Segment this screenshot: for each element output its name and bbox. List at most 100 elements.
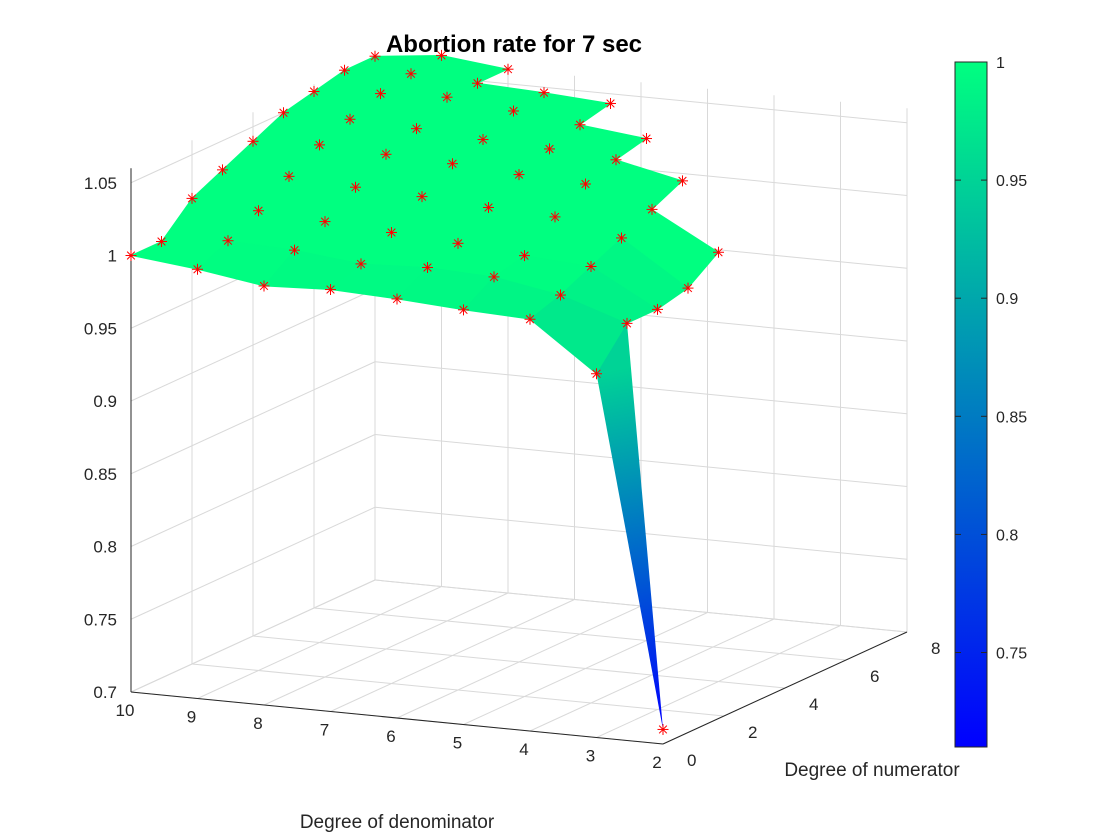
x-tick-label: 3 (586, 747, 595, 766)
y-axis-label: Degree of numerator (784, 760, 960, 781)
colorbar-tick-label: 1 (996, 55, 1005, 72)
data-marker (641, 133, 652, 145)
data-marker (283, 170, 295, 182)
data-marker (355, 258, 367, 270)
data-marker (549, 211, 561, 223)
data-marker (447, 158, 458, 170)
data-marker-stroke (309, 87, 319, 96)
floor-grid-line (313, 607, 847, 661)
z-tick-label: 0.85 (84, 465, 117, 484)
data-marker-stroke (642, 134, 651, 143)
data-marker (386, 226, 397, 238)
data-marker (472, 77, 483, 89)
data-marker-stroke (423, 263, 432, 272)
back-wall-grid-line (374, 361, 908, 415)
floor-grid-line (191, 663, 725, 717)
z-axis-ticks: 0.7 0.75 0.8 0.85 0.9 0.95 1 1.05 (84, 174, 117, 702)
data-marker-stroke (459, 305, 468, 315)
data-markers (125, 49, 724, 735)
x-tick-label: 9 (187, 708, 196, 727)
x-tick-label: 2 (652, 753, 661, 772)
data-marker (580, 178, 591, 190)
data-marker (436, 49, 447, 61)
data-marker-stroke (448, 159, 457, 168)
data-marker (519, 250, 530, 262)
data-marker (222, 235, 234, 247)
data-marker (156, 236, 167, 247)
data-marker-stroke (545, 144, 554, 154)
z-tick-label: 1 (108, 247, 117, 266)
data-marker-stroke (370, 51, 380, 61)
data-marker-stroke (611, 155, 621, 165)
z-tick-label: 0.9 (93, 392, 117, 411)
data-marker-stroke (392, 294, 402, 304)
data-marker (405, 68, 417, 80)
data-marker (441, 91, 453, 103)
data-marker (574, 119, 586, 131)
data-marker (538, 87, 550, 99)
data-marker (458, 304, 469, 316)
data-marker (713, 246, 724, 258)
y-tick-label: 8 (931, 639, 940, 658)
data-marker-stroke (284, 172, 294, 181)
data-marker-stroke (223, 236, 233, 245)
data-marker (555, 289, 566, 301)
data-marker-stroke (417, 192, 427, 201)
data-marker-stroke (351, 183, 360, 192)
data-marker (380, 148, 392, 160)
data-marker (422, 262, 433, 273)
data-marker-stroke (381, 150, 391, 159)
chart-title: Abortion rate for 7 sec (386, 31, 642, 58)
surface (129, 55, 720, 730)
data-marker (616, 232, 627, 244)
data-marker-stroke (356, 259, 366, 269)
data-marker (657, 723, 669, 735)
data-marker-stroke (442, 92, 452, 102)
data-marker (186, 192, 198, 204)
data-marker (508, 105, 519, 117)
data-marker-stroke (539, 88, 549, 97)
y-tick-label: 0 (687, 751, 696, 770)
data-marker (544, 143, 555, 155)
data-marker (344, 113, 356, 125)
data-marker (308, 85, 320, 97)
data-marker-stroke (714, 248, 723, 257)
data-marker (258, 280, 270, 292)
data-marker (375, 88, 386, 100)
x-tick-label: 5 (453, 734, 462, 753)
data-marker-stroke (320, 217, 330, 226)
colorbar-tick-label: 0.9 (996, 291, 1018, 308)
data-marker (253, 205, 264, 217)
data-marker-stroke (315, 140, 324, 150)
side-wall-grid-line (130, 579, 376, 693)
data-marker-stroke (126, 251, 136, 260)
data-marker-stroke (453, 239, 463, 248)
data-marker-stroke (586, 262, 596, 271)
data-marker (524, 313, 536, 325)
data-marker (677, 175, 688, 187)
data-marker (339, 64, 350, 76)
side-wall-grid-line (130, 288, 376, 402)
data-marker-stroke (509, 106, 518, 116)
data-marker (610, 154, 622, 166)
data-marker-stroke (550, 212, 560, 222)
colorbar: 0.75 0.8 0.85 0.9 0.95 1 (954, 55, 1027, 748)
side-wall-grid-line (130, 506, 376, 620)
data-marker-stroke (254, 206, 263, 215)
data-marker (289, 244, 300, 256)
data-marker (585, 261, 597, 272)
side-wall-grid-line (130, 361, 376, 475)
data-marker (605, 97, 616, 109)
data-marker-stroke (279, 108, 288, 117)
axis-line (662, 631, 908, 745)
data-marker (350, 181, 361, 193)
data-marker-stroke (556, 290, 565, 300)
colorbar-gradient (954, 61, 988, 748)
data-marker-stroke (606, 99, 615, 108)
data-marker-stroke (248, 137, 258, 146)
data-marker-stroke (503, 64, 513, 74)
x-tick-label: 7 (320, 721, 329, 740)
data-marker-stroke (387, 228, 396, 237)
z-tick-label: 0.7 (93, 683, 117, 702)
